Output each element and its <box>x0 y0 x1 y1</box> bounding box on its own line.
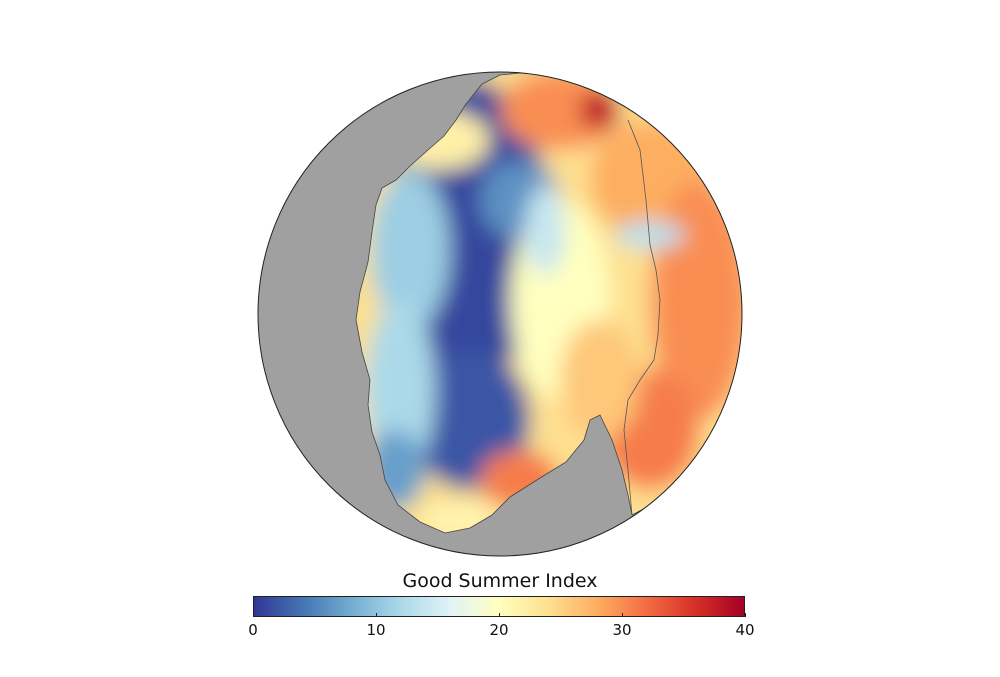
field-patch <box>370 170 450 330</box>
national-border <box>623 119 661 516</box>
colorbar-tick <box>621 613 623 617</box>
field-patch <box>500 73 620 150</box>
colorbar-tick <box>498 613 500 617</box>
colorbar-tick-label: 20 <box>489 621 509 639</box>
field-patch <box>525 185 565 275</box>
colorbar-tick <box>252 613 254 617</box>
field-patch <box>580 90 620 130</box>
colorbar-tick-label: 10 <box>366 621 386 639</box>
colorbar-tick-label: 30 <box>612 621 632 639</box>
colorbar-tick <box>744 613 746 617</box>
disc-outline <box>257 71 743 557</box>
colorbar-tick-label: 40 <box>735 621 755 639</box>
field-patch <box>615 221 685 249</box>
colorbar-title: Good Summer Index <box>402 570 598 592</box>
colorbar-tick <box>375 613 377 617</box>
colorbar-tick-label: 0 <box>248 621 258 639</box>
field-patch <box>560 320 640 440</box>
